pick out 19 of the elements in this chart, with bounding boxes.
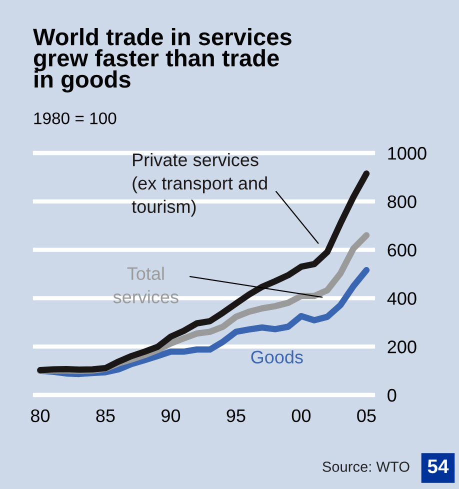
y-tick-label: 200 bbox=[388, 340, 416, 354]
chart-title: World trade in services grew faster than trade in goods bbox=[33, 28, 292, 93]
y-tick-label: 400 bbox=[387, 292, 416, 305]
chart-subtitle: 1980 = 100 bbox=[34, 112, 116, 124]
source-note: Source: WTO bbox=[322, 462, 410, 472]
x-tick-label: 95 bbox=[226, 409, 246, 422]
x-tick-label: 90 bbox=[162, 409, 180, 422]
y-tick-label: 0 bbox=[388, 388, 396, 402]
x-tick-label: 05 bbox=[357, 409, 376, 422]
text: 54 bbox=[428, 460, 449, 474]
x-tick-label: 85 bbox=[96, 409, 115, 422]
x-tick-label: 00 bbox=[292, 409, 311, 422]
y-tick-label: 800 bbox=[388, 195, 416, 208]
x-tick-label: 80 bbox=[30, 409, 50, 422]
y-tick-label: 600 bbox=[388, 244, 416, 257]
series-label: Total services bbox=[113, 266, 178, 304]
y-tick-label: 1000 bbox=[388, 146, 426, 160]
series-label: Goods bbox=[251, 350, 303, 364]
text: Private services (ex transport and tourism) bbox=[132, 153, 267, 217]
